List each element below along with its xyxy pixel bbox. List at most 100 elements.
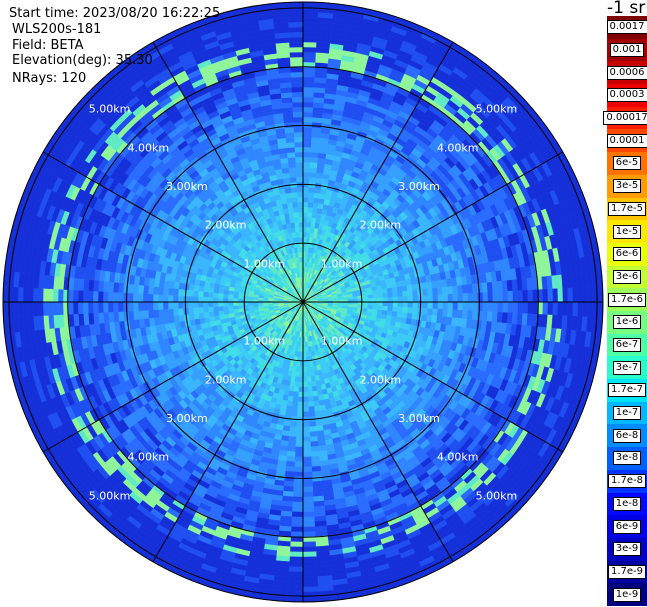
ppi-cell	[567, 287, 574, 303]
ppi-cell	[446, 286, 454, 295]
ppi-cell	[427, 308, 434, 316]
ppi-cell	[412, 295, 419, 303]
ppi-cell	[291, 521, 304, 528]
ppi-cell	[311, 122, 323, 129]
ppi-cell	[542, 288, 549, 303]
ppi-cell	[310, 370, 315, 377]
ppi-cell	[298, 376, 304, 383]
ppi-cell	[597, 286, 604, 303]
ppi-cell	[309, 161, 318, 168]
ppi-cell	[286, 450, 296, 457]
ppi-cell	[527, 289, 534, 303]
ppi-cell	[310, 375, 316, 382]
ppi-cell	[295, 441, 304, 448]
ppi-cell	[447, 293, 454, 303]
ppi-cell	[302, 431, 311, 438]
ppi-cell	[285, 465, 295, 472]
ppi-cell	[290, 531, 304, 538]
ppi-cell	[312, 202, 319, 209]
ppi-cell	[307, 206, 314, 213]
ppi-cell	[293, 381, 300, 388]
ppi-cell	[310, 441, 319, 448]
ppi-cell	[295, 436, 304, 443]
ppi-cell	[302, 521, 315, 528]
ppi-cell	[302, 561, 318, 568]
ppi-cell	[382, 292, 389, 299]
ppi-cell	[597, 301, 604, 318]
ppi-cell	[302, 581, 319, 588]
ppi-cell	[285, 460, 295, 467]
ppi-cell	[396, 311, 403, 318]
ppi-cell	[502, 301, 509, 313]
ppi-cell	[310, 450, 320, 457]
ppi-cell	[392, 301, 399, 308]
ppi-cell	[411, 283, 418, 291]
ppi-cell	[302, 476, 313, 483]
ppi-cell	[302, 111, 314, 118]
ppi-cell	[310, 156, 319, 163]
ppi-cell	[291, 401, 298, 408]
ppi-cell	[452, 301, 459, 311]
ppi-cell	[302, 66, 316, 73]
ppi-cell	[446, 309, 454, 318]
ppi-cell	[442, 286, 449, 295]
ppi-cell	[302, 71, 316, 78]
ppi-cell	[582, 286, 589, 303]
ppi-cell	[302, 106, 314, 113]
ppi-cell	[291, 406, 298, 413]
ppi-cell	[294, 451, 304, 458]
ppi-cell	[352, 296, 359, 300]
ppi-cell	[422, 301, 429, 309]
ppi-cell	[461, 310, 468, 320]
ppi-cell	[367, 301, 374, 306]
ppi-cell	[289, 421, 297, 428]
ppi-cell	[302, 196, 309, 203]
ppi-cell	[281, 495, 294, 502]
ppi-cell	[302, 56, 317, 63]
ppi-cell	[312, 390, 319, 397]
ppi-cell	[305, 346, 309, 353]
ppi-cell	[302, 136, 312, 143]
ppi-cell	[302, 446, 312, 453]
ppi-cell	[302, 16, 319, 23]
ppi-cell	[302, 456, 312, 463]
ppi-cell	[302, 526, 316, 533]
ppi-cell	[406, 312, 413, 320]
ppi-cell	[387, 301, 394, 307]
ppi-cell	[387, 306, 394, 312]
ppi-cell	[371, 290, 378, 295]
ppi-cell	[309, 166, 318, 173]
ppi-cell	[302, 166, 311, 173]
ppi-cell	[289, 546, 304, 553]
ppi-cell	[302, 496, 314, 503]
ppi-cell	[313, 400, 320, 407]
ppi-cell	[311, 380, 317, 387]
ppi-cell	[587, 286, 594, 303]
ppi-cell	[482, 292, 489, 303]
ppi-cell	[492, 291, 499, 303]
ppi-cell	[302, 511, 315, 518]
ppi-cell	[293, 481, 304, 488]
ppi-cell	[298, 371, 304, 378]
ppi-cell	[372, 301, 379, 307]
ppi-cell	[477, 292, 484, 303]
ppi-cell	[295, 426, 304, 433]
ppi-cell	[476, 310, 483, 322]
ppi-cell	[397, 291, 404, 298]
ppi-cell	[382, 305, 389, 312]
ppi-cell	[481, 282, 488, 293]
ppi-cell	[547, 288, 554, 303]
ppi-cell	[532, 289, 539, 303]
ppi-cell	[442, 294, 449, 303]
ppi-cell	[311, 127, 322, 134]
ppi-cell	[287, 441, 296, 448]
ppi-cell	[289, 551, 304, 558]
ppi-cell	[302, 161, 311, 168]
ppi-cell	[306, 366, 311, 373]
ppi-cell	[286, 400, 293, 407]
ppi-cell	[392, 306, 399, 313]
ppi-cell	[407, 301, 414, 308]
ppi-cell	[512, 290, 519, 303]
ppi-cell	[302, 101, 314, 108]
ppi-cell	[305, 361, 311, 368]
